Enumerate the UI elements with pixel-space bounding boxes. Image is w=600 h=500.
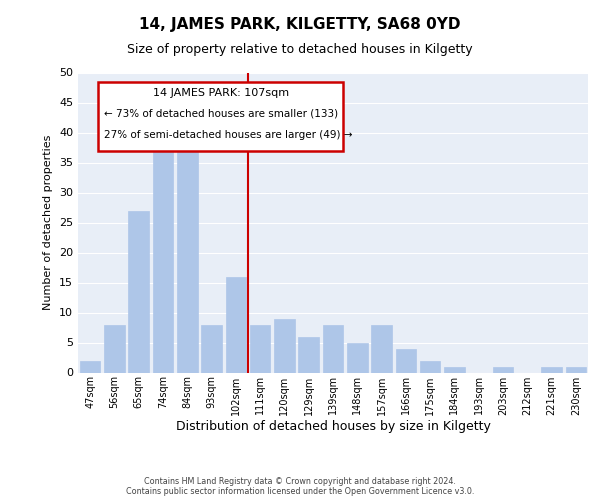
Bar	[128, 210, 149, 372]
Text: ← 73% of detached houses are smaller (133): ← 73% of detached houses are smaller (13…	[104, 108, 338, 118]
Bar	[274, 318, 295, 372]
Bar	[226, 276, 246, 372]
Bar	[152, 132, 173, 372]
Text: Size of property relative to detached houses in Kilgetty: Size of property relative to detached ho…	[127, 42, 473, 56]
Y-axis label: Number of detached properties: Number of detached properties	[43, 135, 53, 310]
Bar	[420, 360, 440, 372]
Bar	[298, 336, 319, 372]
Bar	[201, 324, 222, 372]
Bar	[177, 150, 197, 372]
Bar	[347, 342, 368, 372]
Bar	[395, 348, 416, 372]
Bar	[104, 324, 125, 372]
X-axis label: Distribution of detached houses by size in Kilgetty: Distribution of detached houses by size …	[176, 420, 490, 433]
Bar	[323, 324, 343, 372]
Bar	[493, 366, 514, 372]
Bar	[250, 324, 271, 372]
FancyBboxPatch shape	[98, 82, 343, 150]
Bar	[80, 360, 100, 372]
Text: 27% of semi-detached houses are larger (49) →: 27% of semi-detached houses are larger (…	[104, 130, 352, 140]
Text: 14 JAMES PARK: 107sqm: 14 JAMES PARK: 107sqm	[153, 88, 289, 98]
Bar	[444, 366, 465, 372]
Bar	[371, 324, 392, 372]
Text: 14, JAMES PARK, KILGETTY, SA68 0YD: 14, JAMES PARK, KILGETTY, SA68 0YD	[139, 18, 461, 32]
Bar	[566, 366, 586, 372]
Bar	[541, 366, 562, 372]
Text: Contains HM Land Registry data © Crown copyright and database right 2024.
Contai: Contains HM Land Registry data © Crown c…	[126, 476, 474, 496]
